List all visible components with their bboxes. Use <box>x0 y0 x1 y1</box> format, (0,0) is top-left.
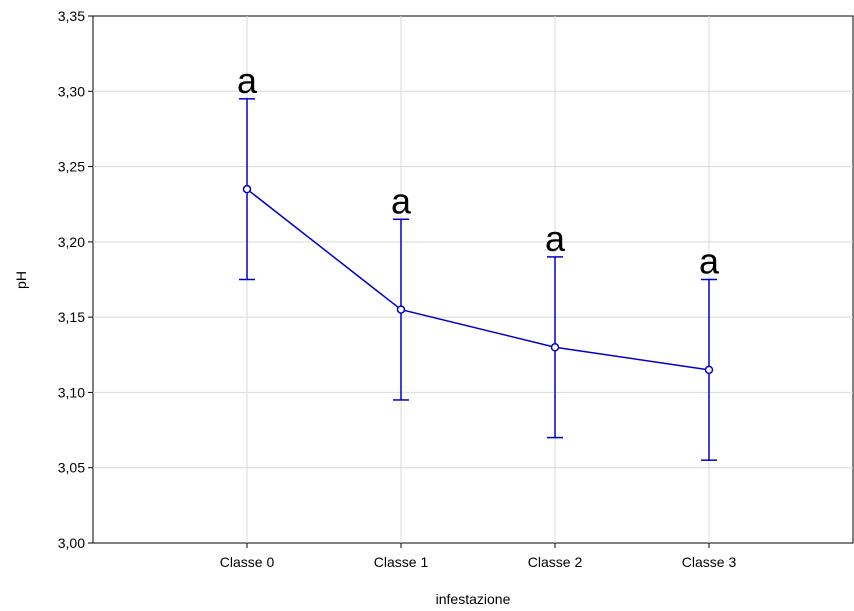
y-tick-label: 3,10 <box>58 384 85 400</box>
data-point <box>396 305 406 314</box>
significance-letter: a <box>391 180 412 221</box>
y-tick-label: 3,35 <box>58 8 85 24</box>
x-tick-label: Classe 3 <box>682 554 737 570</box>
significance-letter: a <box>545 218 566 259</box>
y-tick-label: 3,00 <box>58 535 85 551</box>
axis-labels: 3,00 3,05 3,10 3,15 3,20 3,25 3,30 3,35 Classe 0… <box>58 8 737 570</box>
y-tick-label: 3,05 <box>58 460 85 476</box>
data-point <box>704 365 714 375</box>
x-tick-label: Classe 0 <box>220 554 275 570</box>
y-tick-label: 3,20 <box>58 234 85 250</box>
y-tick-label: 3,15 <box>58 309 85 325</box>
x-tick-label: Classe 1 <box>374 554 429 570</box>
x-tick-label: Classe 2 <box>528 554 583 570</box>
x-axis-title: infestazione <box>436 591 511 607</box>
y-tick-label: 3,30 <box>58 83 85 99</box>
significance-letter: a <box>237 60 258 101</box>
data-point <box>550 343 560 352</box>
y-tick-label: 3,25 <box>58 159 85 175</box>
significance-letter: a <box>699 241 720 282</box>
plot-frame <box>92 15 854 544</box>
series-line <box>246 188 710 371</box>
data-point <box>242 184 252 194</box>
data-series <box>239 98 717 461</box>
axis-ticks <box>88 15 710 548</box>
y-axis-title: pH <box>13 271 29 289</box>
